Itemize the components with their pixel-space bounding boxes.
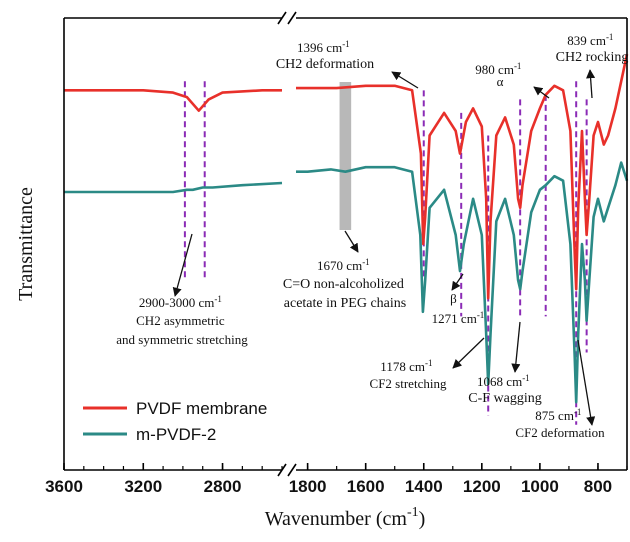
x-tick-label-1800: 1800 — [289, 477, 327, 496]
series-line-pvdf-seg1 — [64, 89, 282, 112]
x-axis-label: Wavenumber (cm-1) — [265, 505, 426, 530]
arrow-beta — [451, 273, 464, 291]
annotation-ch2-asym: 2900-3000 cm-1 CH2 asymmetric and symmet… — [116, 290, 248, 347]
x-tick-label-1400: 1400 — [405, 477, 443, 496]
x-tick-layer: 3600 3200 2800 1800 1600 1400 1200 1000 800 — [45, 463, 628, 496]
arrow-ch2-def — [391, 71, 419, 89]
shaded-band-1670 — [339, 82, 352, 230]
annotation-texts: 2900-3000 cm-1 CH2 asymmetric and symmet… — [116, 28, 629, 440]
arrow-cf2-def — [577, 339, 596, 426]
annotation-cf2-def: 875 cm-1 CF2 deformation — [515, 403, 605, 440]
annotation-cf2-str: 1178 cm-1 CF2 stretching — [370, 354, 447, 391]
annotation-c-o-1670: 1670 cm-1 C=O non-alcoholized acetate in… — [283, 253, 407, 311]
legend-label-pvdf: PVDF membrane — [136, 399, 267, 418]
x-tick-label-3600: 3600 — [45, 477, 83, 496]
arrow-c-o-1670 — [344, 230, 359, 253]
annotation-arrows — [172, 69, 596, 426]
arrow-cf-wag — [511, 321, 521, 373]
legend-label-mpvdf: m-PVDF-2 — [136, 425, 216, 444]
x-tick-label-3200: 3200 — [124, 477, 162, 496]
legend: PVDF membrane m-PVDF-2 — [83, 399, 267, 444]
x-tick-label-1200: 1200 — [463, 477, 501, 496]
annotation-cf-wag: 1068 cm-1 C-F wagging — [468, 369, 542, 406]
series-line-pvdf-seg2 — [296, 53, 629, 300]
annotation-ch2-rock: 839 cm-1 CH2 rocking — [556, 28, 629, 65]
band-layer — [339, 82, 352, 230]
x-tick-label-2800: 2800 — [204, 477, 242, 496]
series-layer — [64, 53, 629, 404]
x-tick-label-1600: 1600 — [347, 477, 385, 496]
axis-break-top — [277, 11, 297, 25]
series-line-m-pvdf-2-seg1 — [64, 181, 283, 194]
annotation-alpha: 980 cm-1 α — [475, 57, 524, 89]
series-line-m-pvdf-2-seg2 — [296, 161, 629, 404]
arrow-cf2-str — [452, 337, 485, 369]
arrow-ch2-asym — [172, 233, 193, 297]
annotation-ch2-def: 1396 cm-1 CH2 deformation — [276, 35, 374, 72]
y-axis-label: Transmittance — [15, 187, 37, 301]
x-tick-label-800: 800 — [584, 477, 612, 496]
arrow-ch2-rock — [586, 69, 596, 99]
x-tick-label-1000: 1000 — [521, 477, 559, 496]
annotation-beta: β 1271 cm-1 — [432, 291, 485, 326]
plot-frame — [63, 17, 628, 471]
arrow-alpha — [533, 86, 550, 99]
